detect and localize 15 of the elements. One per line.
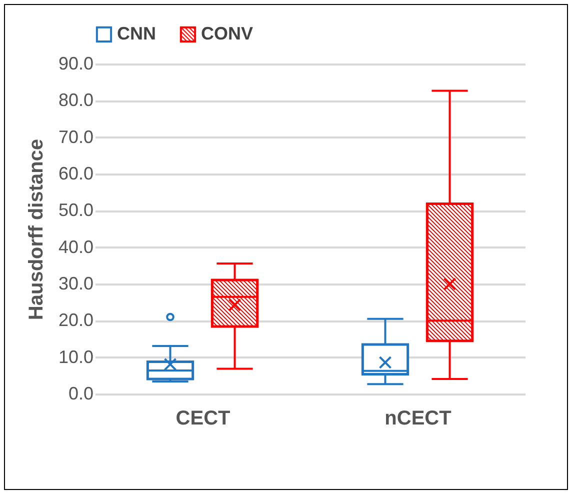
x-tick-label: nCECT [384, 408, 452, 430]
y-tick-label: 0.0 [68, 384, 94, 404]
y-tick-label: 60.0 [58, 164, 94, 184]
y-tick-label: 10.0 [58, 346, 94, 367]
y-tick-label: 90.0 [58, 54, 94, 74]
x-tick-label: CECT [176, 408, 230, 430]
y-tick-label: 20.0 [58, 310, 94, 330]
y-tick-label: 70.0 [58, 126, 94, 147]
y-tick-label: 80.0 [58, 90, 94, 110]
legend-label: CONV [201, 23, 254, 44]
y-tick-label: 40.0 [58, 236, 94, 257]
y-axis-title: Hausdorff distance [25, 138, 48, 320]
legend-label: CNN [117, 23, 156, 44]
y-tick-label: 30.0 [58, 274, 94, 294]
y-tick-label: 50.0 [58, 200, 94, 220]
